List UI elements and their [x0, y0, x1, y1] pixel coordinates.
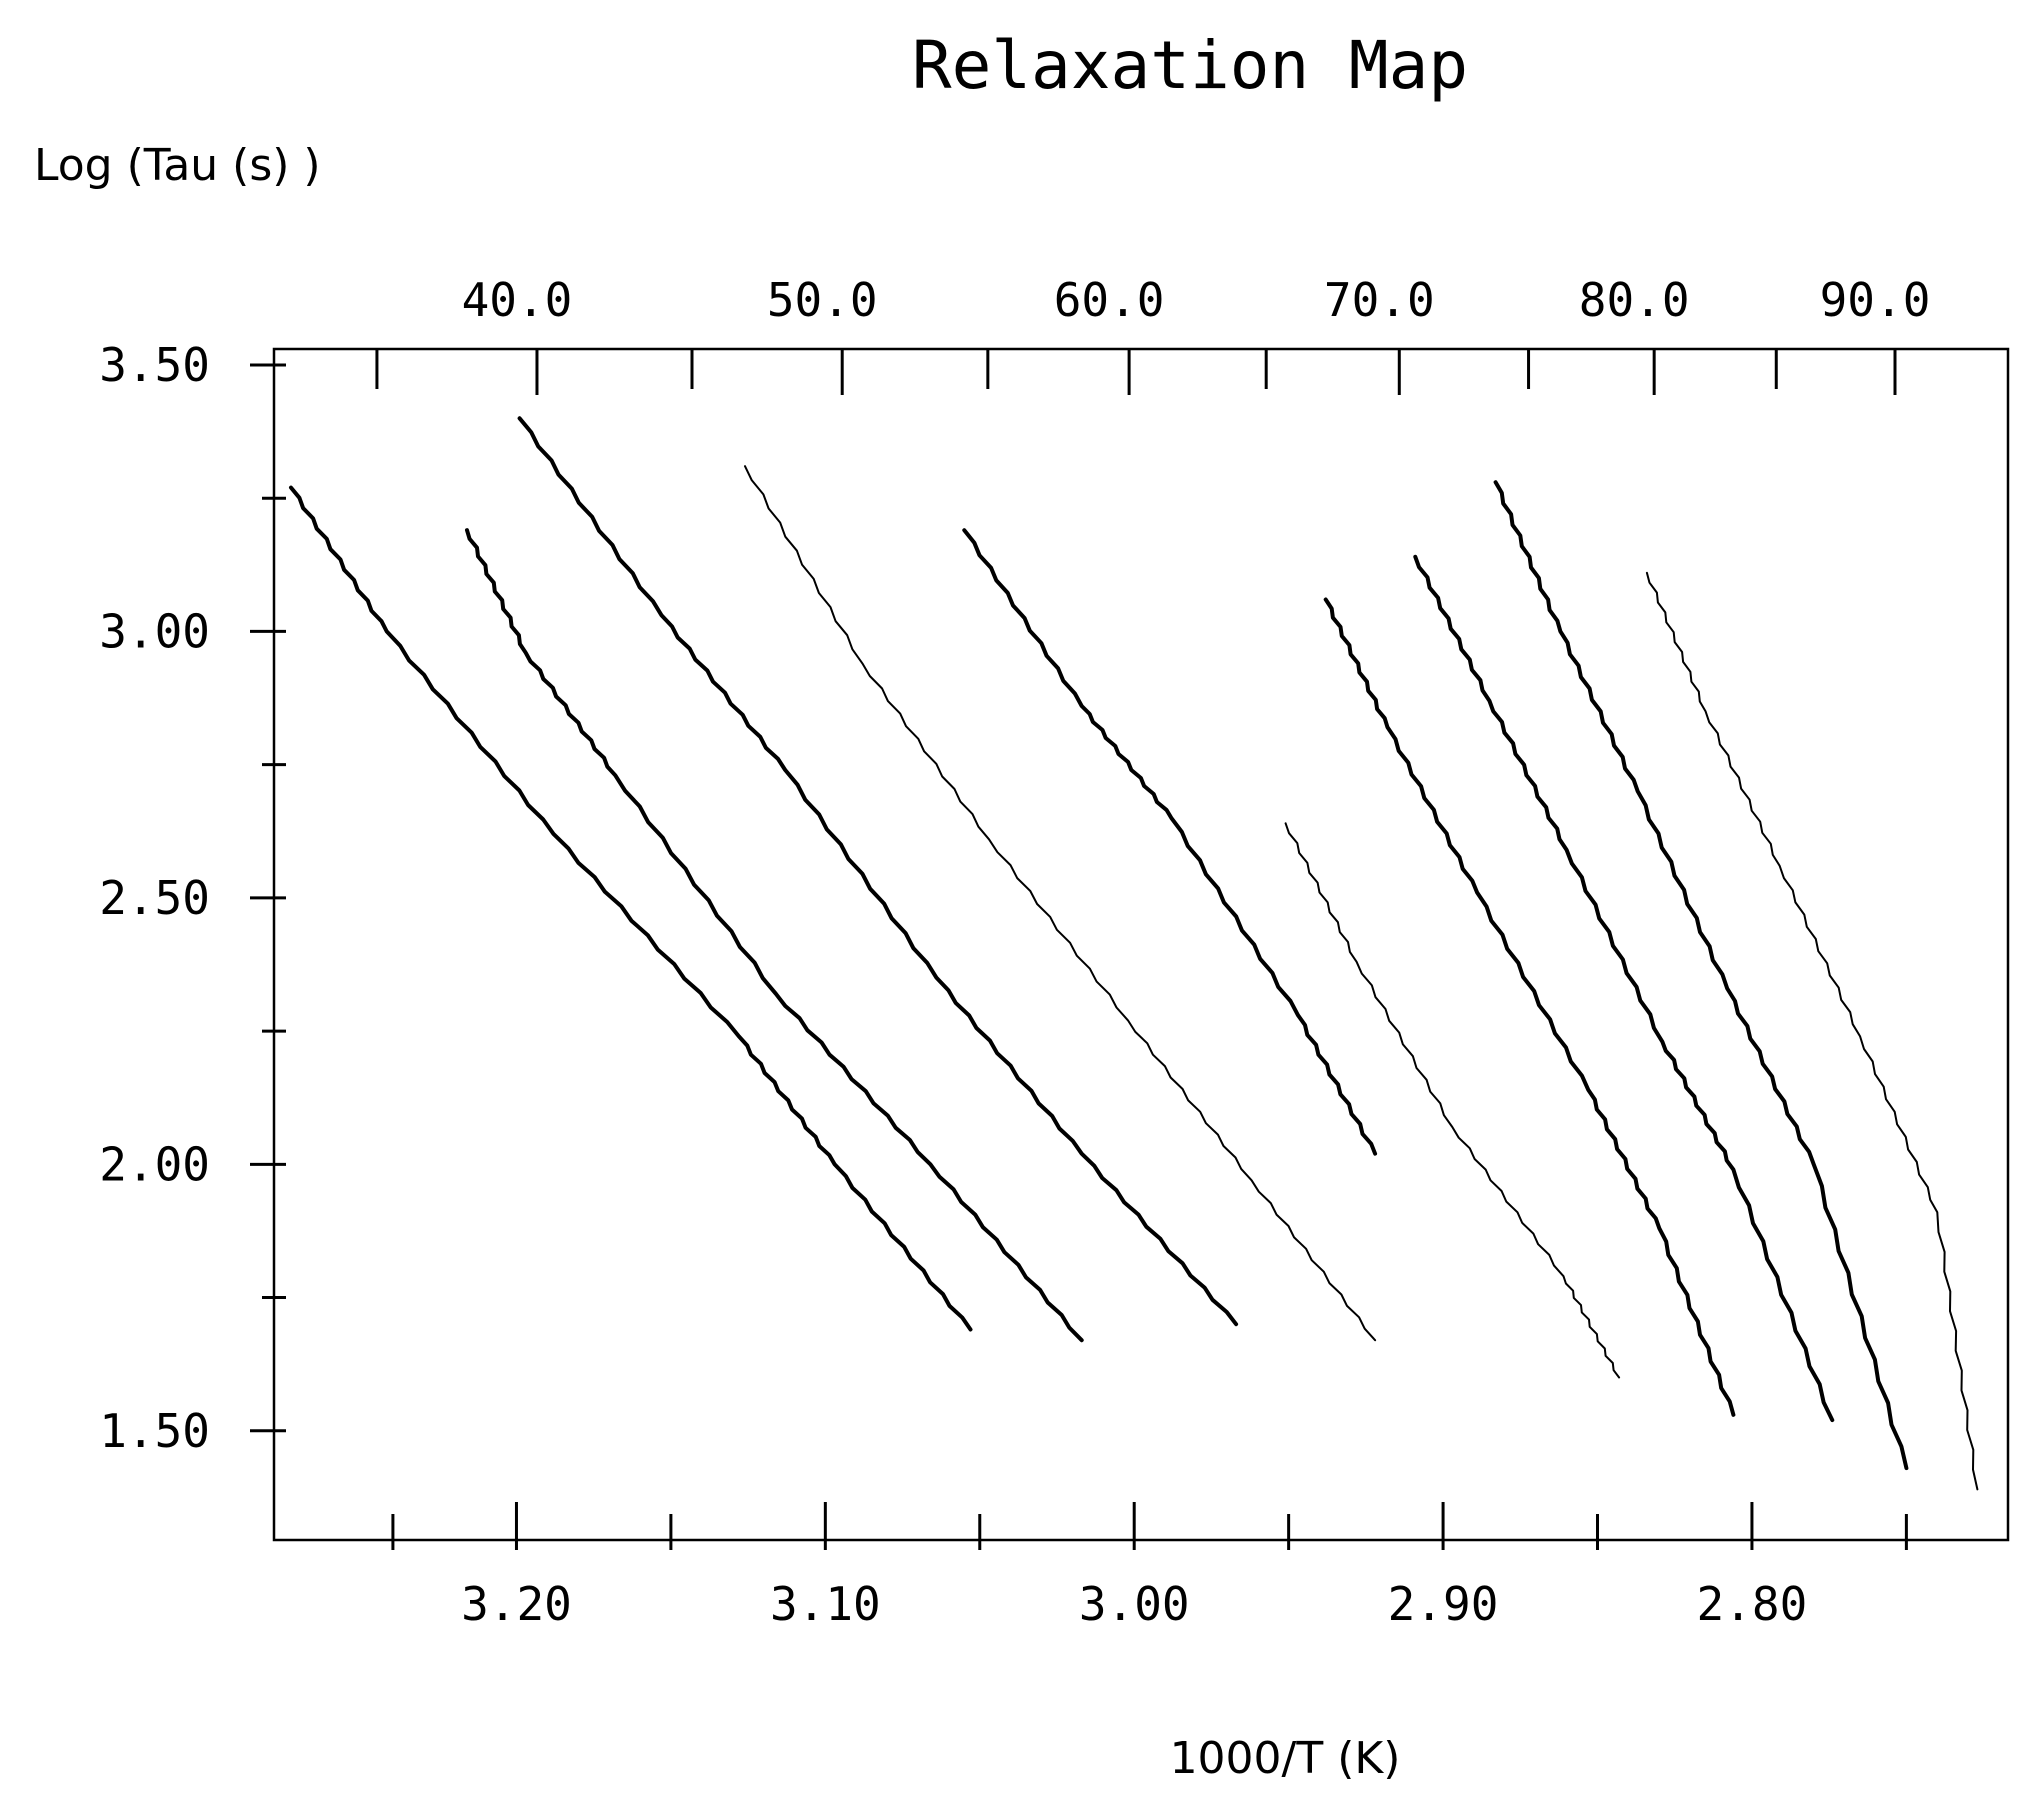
top-tick-label: 60.0	[1054, 273, 1165, 327]
series-line-3	[517, 416, 1239, 1327]
top-tick-label: 70.0	[1324, 273, 1435, 327]
series-line-9	[1493, 480, 1909, 1471]
x-tick-label: 2.90	[1388, 1577, 1499, 1631]
x-axis-label: 1000/T (K)	[1170, 1733, 1401, 1784]
series-line-7	[1323, 597, 1736, 1417]
series-line-6	[1284, 822, 1621, 1379]
axis-tick-labels: 3.50 3.00 2.50 2.00 1.50 3.20 3.10 3.00 2.90 2.80…	[99, 273, 1930, 1631]
top-tick-label: 80.0	[1579, 273, 1690, 327]
series-line-1	[289, 485, 973, 1332]
x-tick-label: 2.80	[1697, 1577, 1808, 1631]
y-tick-label: 1.50	[99, 1404, 210, 1458]
y-tick-label: 2.00	[99, 1137, 210, 1191]
series-line-4	[744, 465, 1377, 1342]
x-tick-label: 3.10	[770, 1577, 881, 1631]
y-axis-label: Log (Tau (s) )	[34, 140, 321, 191]
x-tick-label: 3.20	[461, 1577, 572, 1631]
series-line-10	[1645, 571, 1979, 1491]
series-line-8	[1413, 554, 1835, 1423]
series-lines	[289, 416, 1979, 1491]
chart-title: Relaxation Map	[912, 27, 1468, 104]
axis-ticks	[250, 349, 1908, 1550]
y-tick-label: 2.50	[99, 871, 210, 925]
y-tick-label: 3.00	[99, 604, 210, 658]
y-tick-label: 3.50	[99, 338, 210, 392]
top-tick-label: 40.0	[462, 273, 573, 327]
top-tick-label: 90.0	[1820, 273, 1931, 327]
plot-frame	[272, 347, 2010, 1542]
series-line-5	[962, 528, 1378, 1156]
top-tick-label: 50.0	[767, 273, 878, 327]
x-tick-label: 3.00	[1079, 1577, 1190, 1631]
series-line-2	[465, 528, 1084, 1343]
